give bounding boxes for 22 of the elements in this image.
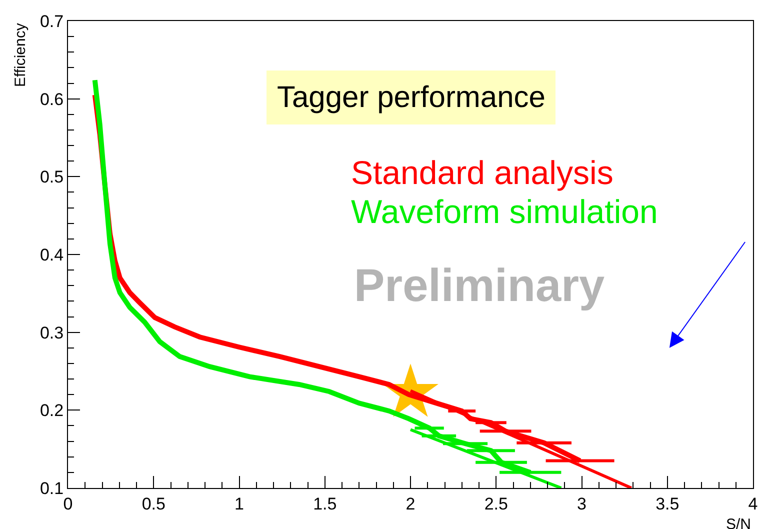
x-tick-label: 3.5 xyxy=(656,494,680,514)
x-tick-label: 2 xyxy=(406,494,416,514)
x-tick-label: 1.5 xyxy=(313,494,337,514)
y-tick-label: 0.1 xyxy=(40,478,64,498)
x-tick-label: 1 xyxy=(234,494,244,514)
y-tick-label: 0.4 xyxy=(40,245,64,264)
y-tick-label: 0.7 xyxy=(40,12,64,31)
x-axis-title: S/N xyxy=(726,516,752,529)
annotation: Preliminary xyxy=(354,259,605,311)
x-tick-label: 0.5 xyxy=(142,494,166,514)
x-tick-label: 3 xyxy=(577,494,586,514)
text: Tagger performance xyxy=(277,81,546,114)
y-axis-title: Efficiency xyxy=(12,22,30,88)
x-tick-label: 0 xyxy=(63,494,73,514)
text: Standard analysis xyxy=(351,154,614,191)
y-tick-label: 0.2 xyxy=(40,401,64,420)
x-tick-label: 2.5 xyxy=(484,494,508,514)
y-tick-label: 0.5 xyxy=(40,168,64,187)
x-tick-label: 4 xyxy=(748,494,758,514)
y-tick-label: 0.3 xyxy=(40,323,64,342)
text: Waveform simulation xyxy=(351,193,658,230)
y-tick-label: 0.6 xyxy=(40,90,64,109)
